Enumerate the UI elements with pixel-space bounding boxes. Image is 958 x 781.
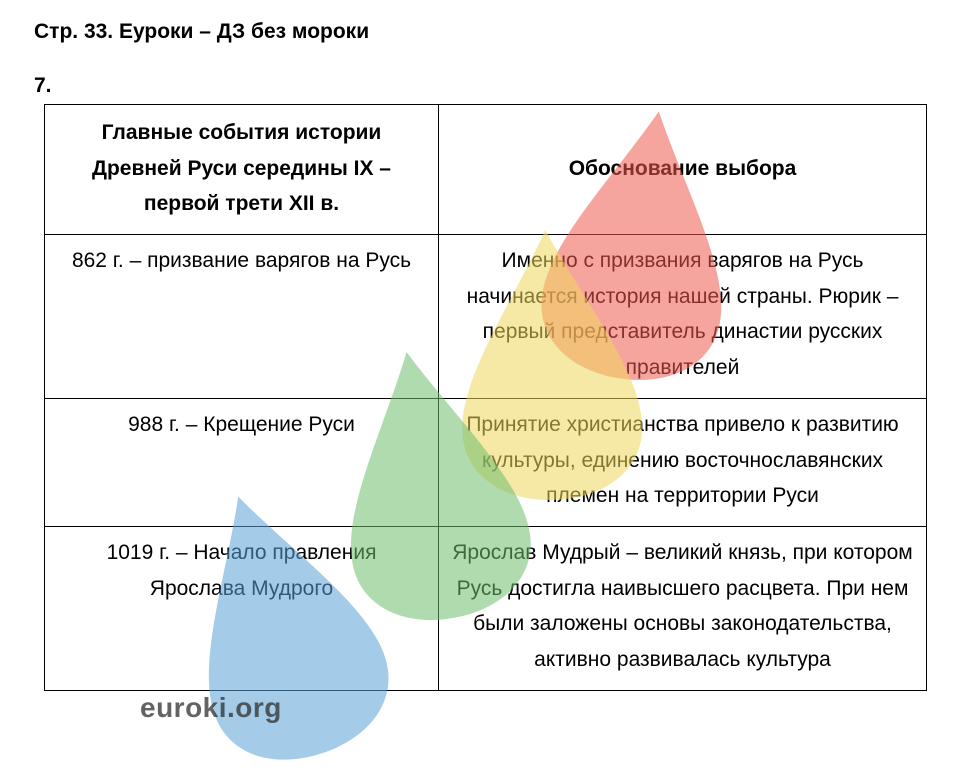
- events-table: Главные события истории Древней Руси сер…: [44, 104, 927, 691]
- page-root: Стр. 33. Еуроки – ДЗ без мороки 7. Главн…: [0, 0, 958, 779]
- cell-event: 1019 г. – Начало правления Ярослава Мудр…: [45, 526, 439, 690]
- table-row: 988 г. – Крещение Руси Принятие христиан…: [45, 398, 927, 526]
- cell-justification: Ярослав Мудрый – великий князь, при кото…: [439, 526, 927, 690]
- column-header-justification: Обоснование выбора: [439, 105, 927, 235]
- cell-justification: Именно с призвания варягов на Русь начин…: [439, 235, 927, 399]
- cell-event: 988 г. – Крещение Руси: [45, 398, 439, 526]
- cell-event: 862 г. – призвание варягов на Русь: [45, 235, 439, 399]
- table-row: 1019 г. – Начало правления Ярослава Мудр…: [45, 526, 927, 690]
- cell-justification: Принятие христианства привело к развитию…: [439, 398, 927, 526]
- table-row: 862 г. – призвание варягов на Русь Именн…: [45, 235, 927, 399]
- page-header: Стр. 33. Еуроки – ДЗ без мороки: [34, 20, 924, 44]
- question-number: 7.: [34, 74, 924, 98]
- column-header-events: Главные события истории Древней Руси сер…: [45, 105, 439, 235]
- watermark-text: euroki.org: [140, 692, 282, 724]
- table-header-row: Главные события истории Древней Руси сер…: [45, 105, 927, 235]
